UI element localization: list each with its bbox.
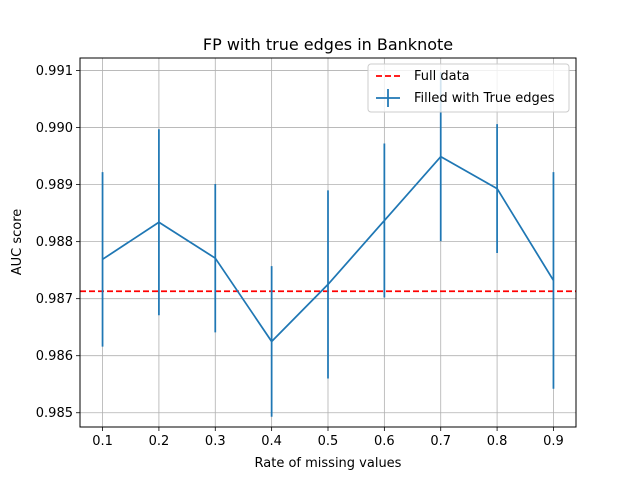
y-tick-label: 0.991 bbox=[36, 64, 73, 79]
legend-label-filled: Filled with True edges bbox=[414, 91, 555, 106]
y-tick-label: 0.986 bbox=[36, 349, 73, 364]
legend-box bbox=[367, 63, 570, 113]
x-tick-label: 0.5 bbox=[318, 434, 339, 449]
series-line-filled bbox=[102, 155, 555, 343]
x-tick-label: 0.8 bbox=[487, 434, 508, 449]
x-tick-label: 0.4 bbox=[261, 434, 282, 449]
x-tick-label: 0.7 bbox=[430, 434, 451, 449]
y-tick-label: 0.985 bbox=[36, 406, 73, 421]
series-lines bbox=[102, 155, 555, 343]
chart-title: FP with true edges in Banknote bbox=[203, 35, 453, 54]
x-tick-label: 0.1 bbox=[92, 434, 113, 449]
x-tick-label: 0.2 bbox=[149, 434, 170, 449]
y-tick-label: 0.990 bbox=[36, 121, 73, 136]
x-axis-label: Rate of missing values bbox=[255, 456, 402, 471]
y-tick-label: 0.988 bbox=[36, 235, 73, 250]
x-axis-ticks: 0.1 0.2 0.3 0.4 0.5 0.6 0.7 0.8 0.9 bbox=[92, 427, 564, 449]
x-tick-label: 0.9 bbox=[543, 434, 564, 449]
legend: Full data Filled with True edges bbox=[367, 63, 570, 113]
y-axis-ticks: 0.985 0.986 0.987 0.988 0.989 0.990 0.991 bbox=[36, 64, 80, 421]
y-axis-label: AUC score bbox=[10, 209, 25, 276]
x-tick-label: 0.3 bbox=[205, 434, 226, 449]
legend-label-full-data: Full data bbox=[414, 69, 470, 84]
y-tick-label: 0.987 bbox=[36, 292, 73, 307]
x-tick-label: 0.6 bbox=[374, 434, 395, 449]
y-tick-label: 0.989 bbox=[36, 178, 73, 193]
